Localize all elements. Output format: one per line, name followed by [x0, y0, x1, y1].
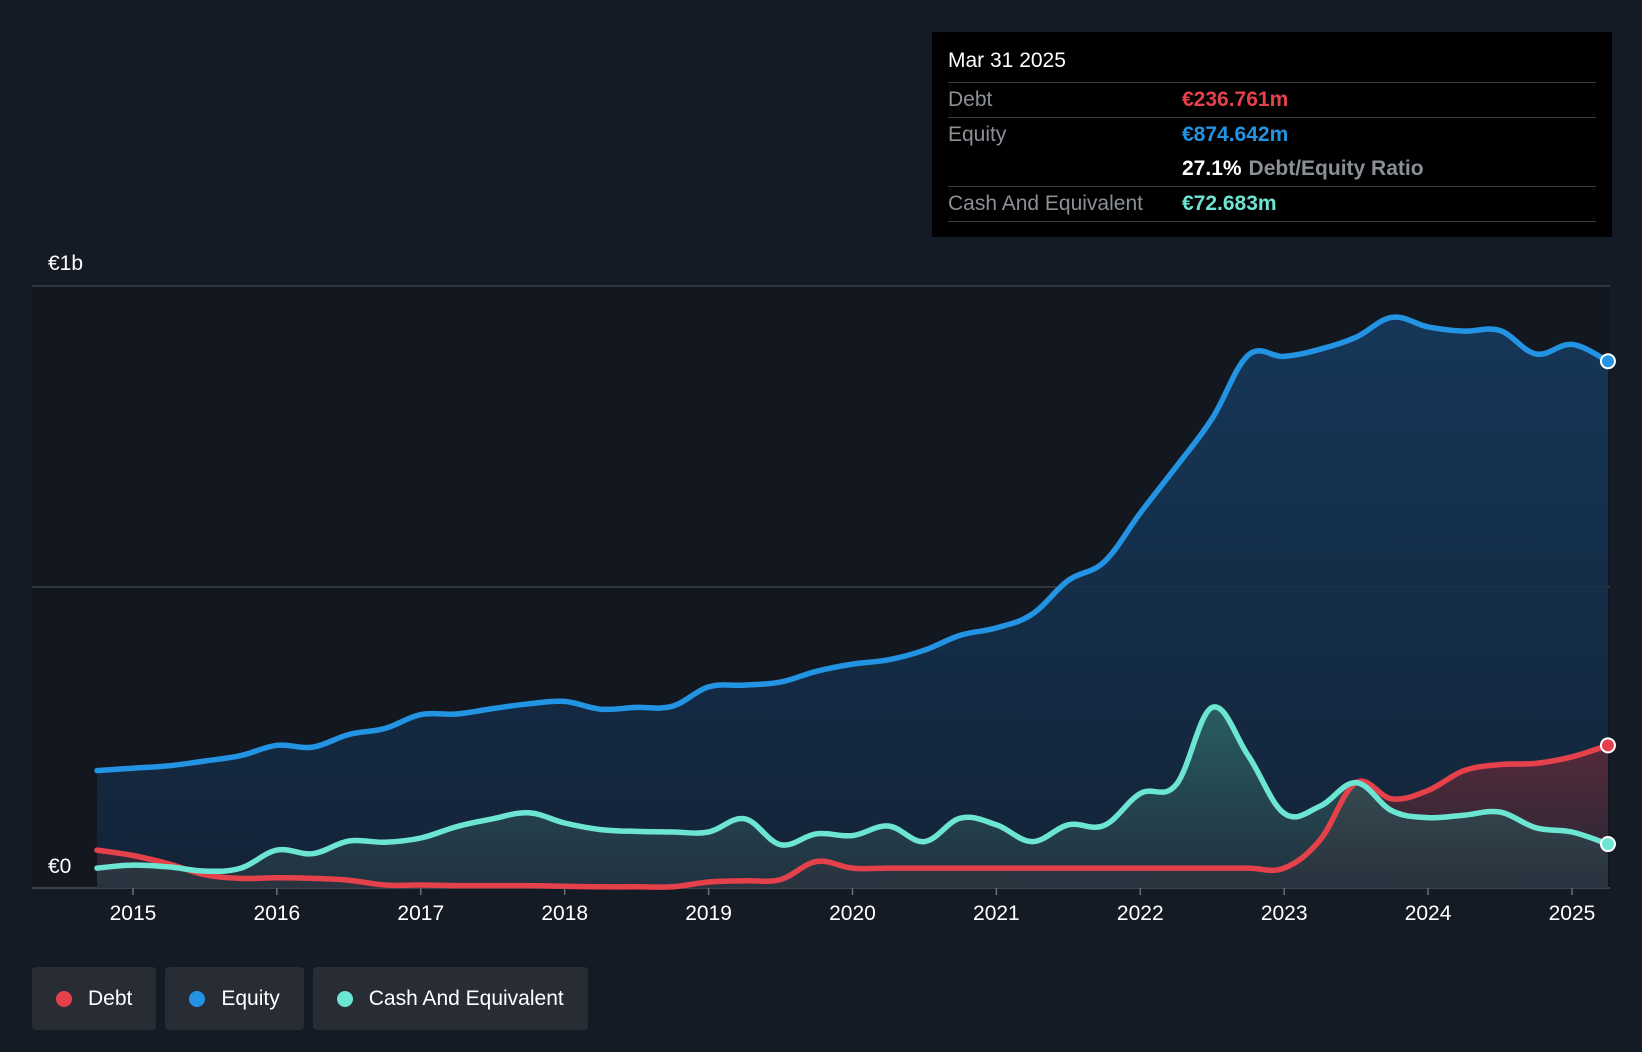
series-lines	[94, 314, 1611, 890]
legend-item-equity[interactable]: Equity	[165, 967, 304, 1030]
legend-label-cash: Cash And Equivalent	[368, 986, 564, 1010]
legend-label-debt: Debt	[88, 986, 133, 1010]
equity-line	[94, 314, 1611, 774]
legend: Debt Equity Cash And Equivalent	[32, 967, 597, 1030]
tooltip-row-ratio: 27.1% Debt/Equity Ratio	[948, 152, 1596, 186]
x-tick-label: 2021	[973, 902, 1020, 925]
tooltip: Mar 31 2025 Debt €236.761m Equity €874.6…	[932, 32, 1612, 237]
tooltip-equity-label: Equity	[948, 123, 1007, 146]
legend-dot-debt	[56, 990, 72, 1007]
cash-line	[94, 704, 1611, 875]
tooltip-debt-value: €236.761m	[1182, 88, 1289, 111]
x-tick-label: 2019	[685, 902, 732, 925]
x-tick-label: 2020	[829, 902, 876, 925]
x-axis: 2015 2016 2017 2018 2019 2020 2021 2022 2023 2024…	[110, 888, 1596, 925]
tooltip-date: Mar 31 2025	[948, 49, 1066, 72]
series-areas	[97, 317, 1608, 888]
legend-dot-cash	[336, 990, 353, 1007]
series-endpoints	[1599, 353, 1616, 853]
x-tick-label: 2022	[1117, 902, 1164, 925]
legend-dot-equity	[189, 990, 206, 1007]
tooltip-debt-label: Debt	[948, 88, 993, 111]
tooltip-row-equity: Equity €874.642m	[948, 117, 1596, 152]
cash-endpoint	[1599, 836, 1616, 853]
legend-item-debt[interactable]: Debt	[32, 967, 157, 1030]
x-tick-label: 2018	[541, 902, 588, 925]
y-axis: €1b €0	[48, 252, 83, 878]
y-tick-label: €0	[48, 855, 71, 878]
cash-area	[97, 706, 1608, 888]
debt-endpoint	[1599, 737, 1616, 754]
x-tick-label: 2024	[1405, 902, 1452, 925]
tooltip-ratio-label: Debt/Equity Ratio	[1248, 157, 1424, 180]
y-tick-label: €1b	[48, 252, 83, 275]
x-tick-label: 2016	[254, 902, 301, 925]
tooltip-cash-value: €72.683m	[1182, 192, 1277, 215]
tooltip-equity-value: €874.642m	[1182, 123, 1289, 146]
legend-label-equity: Equity	[221, 986, 280, 1010]
tooltip-cash-label: Cash And Equivalent	[948, 192, 1143, 215]
tooltip-row-cash: Cash And Equivalent €72.683m	[948, 186, 1596, 222]
legend-item-cash[interactable]: Cash And Equivalent	[312, 967, 588, 1030]
tooltip-row-debt: Debt €236.761m	[948, 82, 1596, 117]
x-tick-label: 2025	[1549, 902, 1596, 925]
x-tick-label: 2015	[110, 902, 157, 925]
x-tick-label: 2023	[1261, 902, 1308, 925]
tooltip-ratio-value: 27.1%	[1182, 157, 1242, 180]
equity-endpoint	[1599, 353, 1616, 370]
x-tick-label: 2017	[397, 902, 444, 925]
